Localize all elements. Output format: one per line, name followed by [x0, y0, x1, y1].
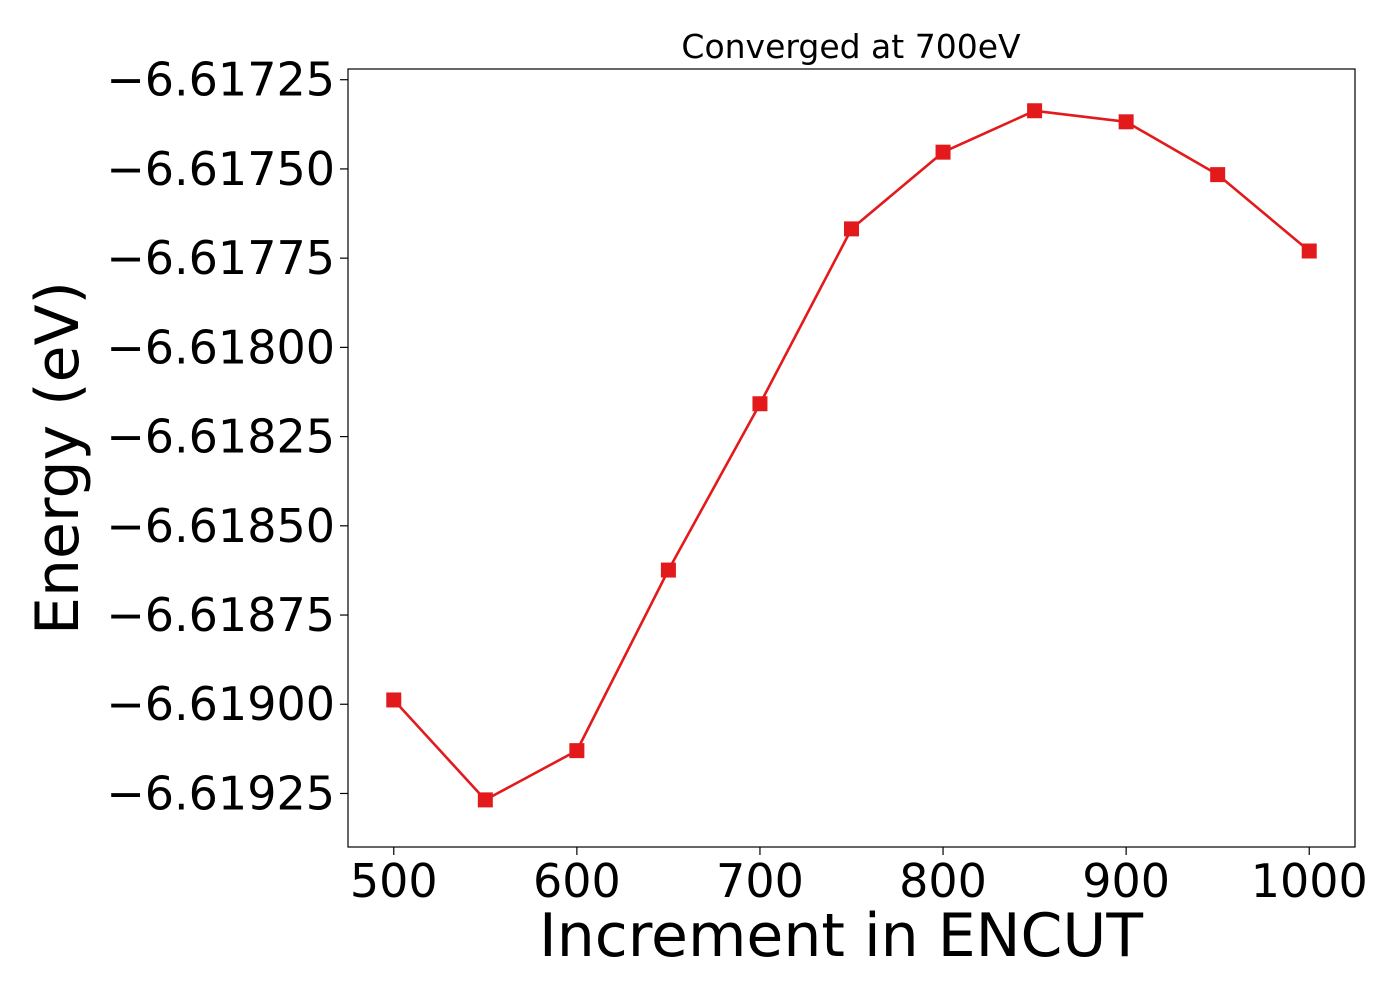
data-point — [1027, 103, 1043, 119]
data-point — [844, 221, 859, 237]
y-axis-title: Energy (eV) — [23, 281, 93, 635]
plot-frame — [347, 68, 1356, 848]
x-tick-label: 500 — [350, 854, 438, 908]
y-tick-label: −6.61900 — [106, 677, 335, 731]
y-tick-label: −6.61925 — [106, 766, 335, 820]
y-tick-label: −6.61775 — [106, 231, 335, 285]
x-axis-ticks: 500 600 700 800 900 1000 — [350, 847, 1368, 908]
data-point — [1118, 114, 1134, 130]
y-tick-label: −6.61850 — [106, 499, 335, 553]
x-axis-title: Increment in ENCUT — [539, 901, 1143, 971]
x-tick-label: 900 — [1082, 854, 1170, 908]
data-point — [660, 562, 676, 578]
data-point — [752, 396, 768, 412]
data-point — [569, 743, 585, 759]
data-point — [1301, 243, 1317, 259]
y-tick-label: −6.61725 — [106, 53, 335, 107]
data-point — [477, 792, 493, 808]
plot-area — [386, 103, 1317, 808]
data-point — [935, 144, 951, 160]
x-tick-label: 700 — [716, 854, 804, 908]
y-tick-label: −6.61825 — [106, 410, 335, 464]
y-tick-label: −6.61750 — [106, 142, 335, 196]
chart-title: Converged at 700eV — [681, 27, 1021, 66]
series-line — [392, 109, 1311, 802]
y-tick-label: −6.61800 — [106, 320, 335, 374]
y-tick-label: −6.61875 — [106, 588, 335, 642]
x-tick-label: 600 — [533, 854, 621, 908]
x-tick-label: 1000 — [1251, 854, 1368, 908]
data-point — [1210, 167, 1226, 183]
x-tick-label: 800 — [899, 854, 987, 908]
y-axis-ticks: −6.61725 −6.61750 −6.61775 −6.61800 −6.61825… — [106, 53, 348, 820]
data-point — [386, 692, 402, 708]
